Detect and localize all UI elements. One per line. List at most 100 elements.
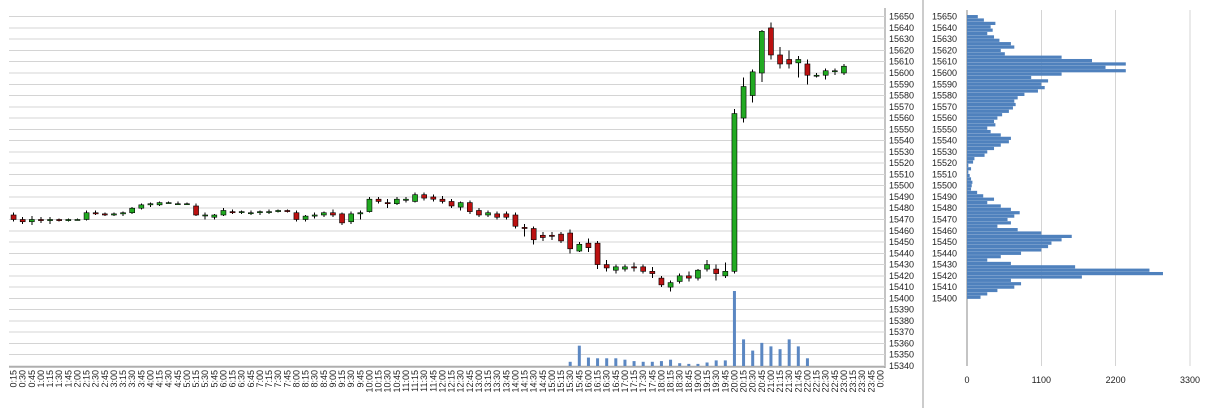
candle-down <box>38 219 44 221</box>
time-tick-label: 1:15 <box>45 370 55 388</box>
time-tick-label: 11:15 <box>410 370 420 392</box>
time-tick-label: 4:30 <box>164 370 174 388</box>
candle-up <box>576 243 583 252</box>
time-tick-label: 5:00 <box>182 370 192 388</box>
candle-down <box>375 198 382 202</box>
profile-bar <box>967 244 1049 249</box>
candle-down <box>521 227 528 229</box>
candle-up <box>220 210 227 216</box>
profile-bar <box>967 18 984 22</box>
time-tick-label: 12:15 <box>447 370 457 393</box>
profile-bar <box>967 238 1062 242</box>
time-tick-label: 1:00 <box>36 370 46 388</box>
profile-bar <box>967 102 1016 107</box>
profile-price-label: 15410 <box>932 282 957 292</box>
profile-bar <box>967 211 1020 215</box>
candle-down <box>658 277 665 286</box>
profile-bar <box>967 231 1042 235</box>
candle-down <box>476 210 482 216</box>
time-tick-label: 12:45 <box>465 370 475 393</box>
price-tick-label: 15610 <box>889 57 914 67</box>
candle-down <box>594 242 601 265</box>
volume-bar <box>586 357 590 366</box>
candle-down <box>631 266 637 269</box>
profile-bar <box>967 207 1011 211</box>
volume-bar <box>641 361 645 366</box>
volume-bar <box>696 363 700 366</box>
profile-bar <box>967 180 973 184</box>
price-tick-label: 15590 <box>889 79 914 89</box>
time-tick-label: 20:45 <box>757 370 767 393</box>
time-tick-label: 21:45 <box>793 370 803 393</box>
time-tick-label: 2:15 <box>82 370 92 388</box>
time-tick-label: 14:00 <box>510 370 520 393</box>
candle-down <box>421 194 427 199</box>
time-tick-label: 19:00 <box>693 370 703 393</box>
time-tick-label: 16:30 <box>602 370 612 393</box>
profile-bar <box>967 187 972 191</box>
candle-up <box>366 198 373 212</box>
candle-down <box>768 27 774 56</box>
candle-up <box>740 86 747 119</box>
time-tick-label: 19:45 <box>720 370 730 393</box>
candle-up <box>357 212 364 215</box>
candle-down <box>293 212 300 220</box>
time-tick-label: 14:30 <box>529 370 539 393</box>
candle-up <box>257 211 263 214</box>
volume-bar <box>778 349 782 366</box>
candle-up <box>29 219 35 223</box>
candle-up <box>311 214 318 217</box>
candle-up <box>138 204 145 209</box>
profile-bar <box>967 221 1011 225</box>
profile-bar <box>967 150 988 154</box>
volume-bar <box>769 346 773 366</box>
profile-bar <box>967 285 1015 289</box>
time-tick-label: 4:00 <box>145 370 155 388</box>
profile-price-label: 15520 <box>932 158 957 168</box>
price-tick-label: 15380 <box>889 316 914 326</box>
profile-bar <box>967 126 988 130</box>
profile-bar <box>967 82 1042 86</box>
volume-bar <box>596 358 600 366</box>
profile-bar <box>967 106 1013 110</box>
time-tick-label: 20:00 <box>729 370 739 393</box>
profile-price-label: 15430 <box>932 260 957 270</box>
time-tick-label: 2:00 <box>72 370 82 388</box>
time-tick-label: 0:15 <box>9 370 19 388</box>
profile-bar <box>967 89 1038 93</box>
time-tick-label: 8:45 <box>319 370 329 388</box>
candle-up <box>795 59 802 64</box>
profile-bar <box>967 271 1163 276</box>
time-tick-label: 15:30 <box>565 370 575 393</box>
price-tick-label: 15480 <box>889 203 914 213</box>
price-tick-label: 15560 <box>889 113 914 123</box>
profile-bar <box>967 119 995 124</box>
candle-up <box>832 70 838 73</box>
candle-down <box>339 213 345 224</box>
profile-bar <box>967 99 1015 103</box>
time-tick-label: 12:00 <box>437 370 447 393</box>
time-tick-label: 17:00 <box>620 370 630 393</box>
time-tick-label: 7:45 <box>282 370 292 388</box>
profile-bar <box>967 194 984 198</box>
price-tick-label: 15340 <box>889 361 914 371</box>
volume-bar <box>751 350 755 366</box>
volume-bar <box>632 361 636 366</box>
time-tick-label: 1:30 <box>54 370 64 388</box>
time-tick-label: 13:00 <box>474 370 484 393</box>
time-tick-label: 8:30 <box>310 370 320 388</box>
time-tick-label: 6:00 <box>218 370 228 388</box>
profile-price-label: 15420 <box>932 271 957 281</box>
profile-bar <box>967 167 972 171</box>
profile-bar <box>967 92 1025 97</box>
price-tick-label: 15580 <box>889 91 914 101</box>
time-tick-label: 17:45 <box>647 370 657 393</box>
price-tick-label: 15550 <box>889 124 914 134</box>
profile-bar <box>967 136 1011 140</box>
candle-down <box>512 214 519 227</box>
time-tick-label: 9:45 <box>355 370 365 388</box>
price-tick-label: 15400 <box>889 293 914 303</box>
candle-up <box>822 70 829 76</box>
profile-bar <box>967 123 996 127</box>
